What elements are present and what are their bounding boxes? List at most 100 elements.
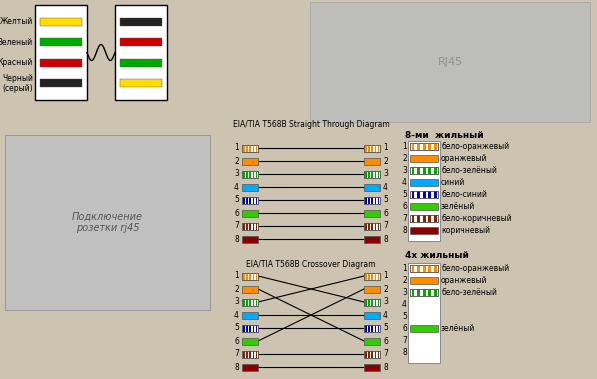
Bar xyxy=(364,299,380,305)
Bar xyxy=(410,325,438,332)
Text: 4х жильный: 4х жильный xyxy=(405,251,469,260)
Text: Красный: Красный xyxy=(0,58,33,67)
Bar xyxy=(242,285,258,293)
Bar xyxy=(120,38,162,46)
Bar xyxy=(120,17,162,26)
Bar xyxy=(364,363,380,371)
Text: 4: 4 xyxy=(402,300,407,309)
Text: 2: 2 xyxy=(234,285,239,293)
Bar xyxy=(246,222,248,230)
Bar xyxy=(410,143,438,150)
Bar xyxy=(417,167,420,174)
Bar xyxy=(246,351,248,357)
Bar xyxy=(242,324,258,332)
Text: 2: 2 xyxy=(234,157,239,166)
Bar xyxy=(417,289,420,296)
Text: Желтый: Желтый xyxy=(0,17,33,26)
Text: 5: 5 xyxy=(234,196,239,205)
Bar xyxy=(364,324,380,332)
Bar xyxy=(242,158,258,164)
Bar xyxy=(368,299,370,305)
Text: 2: 2 xyxy=(402,276,407,285)
Text: 1: 1 xyxy=(402,264,407,273)
Bar xyxy=(242,235,258,243)
Bar xyxy=(417,143,420,150)
Text: 3: 3 xyxy=(234,169,239,179)
Text: 2: 2 xyxy=(383,157,387,166)
Text: зелёный: зелёный xyxy=(441,324,475,333)
Text: EIA/TIA T568B Straight Through Diagram: EIA/TIA T568B Straight Through Diagram xyxy=(233,120,389,129)
Text: зелёный: зелёный xyxy=(441,202,475,211)
Bar xyxy=(410,167,438,174)
Bar xyxy=(412,265,414,272)
Text: 2: 2 xyxy=(402,154,407,163)
Bar xyxy=(243,196,245,204)
Text: 7: 7 xyxy=(234,221,239,230)
Bar xyxy=(242,171,258,177)
Bar xyxy=(242,144,258,152)
Text: 3: 3 xyxy=(234,298,239,307)
Text: 8: 8 xyxy=(402,226,407,235)
Text: 1: 1 xyxy=(402,142,407,151)
Bar xyxy=(243,299,245,305)
Bar xyxy=(40,79,82,88)
Bar xyxy=(250,351,251,357)
Bar xyxy=(364,210,380,216)
Bar xyxy=(410,191,438,198)
Bar xyxy=(250,171,251,177)
Bar xyxy=(371,171,373,177)
Text: Зеленый: Зеленый xyxy=(0,38,33,47)
Bar xyxy=(364,196,380,204)
Bar xyxy=(374,171,376,177)
Bar xyxy=(253,222,254,230)
Bar xyxy=(378,196,379,204)
Bar xyxy=(365,299,367,305)
Bar xyxy=(371,144,373,152)
Bar xyxy=(243,351,245,357)
Bar xyxy=(256,196,257,204)
Text: 4: 4 xyxy=(383,310,388,319)
Bar xyxy=(434,265,437,272)
Bar xyxy=(253,273,254,279)
Bar xyxy=(410,265,438,272)
Bar xyxy=(120,79,162,88)
Bar xyxy=(365,324,367,332)
Bar xyxy=(364,158,380,164)
Bar xyxy=(256,222,257,230)
Text: 8: 8 xyxy=(383,235,387,243)
Bar xyxy=(364,351,380,357)
Bar xyxy=(429,143,431,150)
Bar xyxy=(250,324,251,332)
Bar xyxy=(434,289,437,296)
Bar xyxy=(410,215,438,222)
Bar xyxy=(423,265,426,272)
Bar xyxy=(365,273,367,279)
Text: бело-коричневый: бело-коричневый xyxy=(441,214,512,223)
Bar xyxy=(374,273,376,279)
Bar xyxy=(242,351,258,357)
Bar xyxy=(250,196,251,204)
Bar xyxy=(242,171,258,177)
Bar xyxy=(368,171,370,177)
Bar xyxy=(242,312,258,318)
Bar xyxy=(410,289,438,296)
Text: 4: 4 xyxy=(234,310,239,319)
Bar xyxy=(242,299,258,305)
Text: бело-оранжевый: бело-оранжевый xyxy=(441,264,509,273)
Bar xyxy=(242,183,258,191)
Bar xyxy=(250,144,251,152)
Bar xyxy=(256,299,257,305)
Bar xyxy=(242,273,258,279)
Bar xyxy=(410,277,438,284)
Bar xyxy=(256,324,257,332)
Bar xyxy=(368,273,370,279)
Bar xyxy=(423,289,426,296)
Text: 6: 6 xyxy=(383,337,388,346)
Text: 1: 1 xyxy=(383,271,387,280)
Bar xyxy=(364,144,380,152)
Bar xyxy=(371,196,373,204)
Text: оранжевый: оранжевый xyxy=(441,276,488,285)
Text: 6: 6 xyxy=(234,337,239,346)
Bar xyxy=(364,235,380,243)
Bar xyxy=(242,222,258,230)
